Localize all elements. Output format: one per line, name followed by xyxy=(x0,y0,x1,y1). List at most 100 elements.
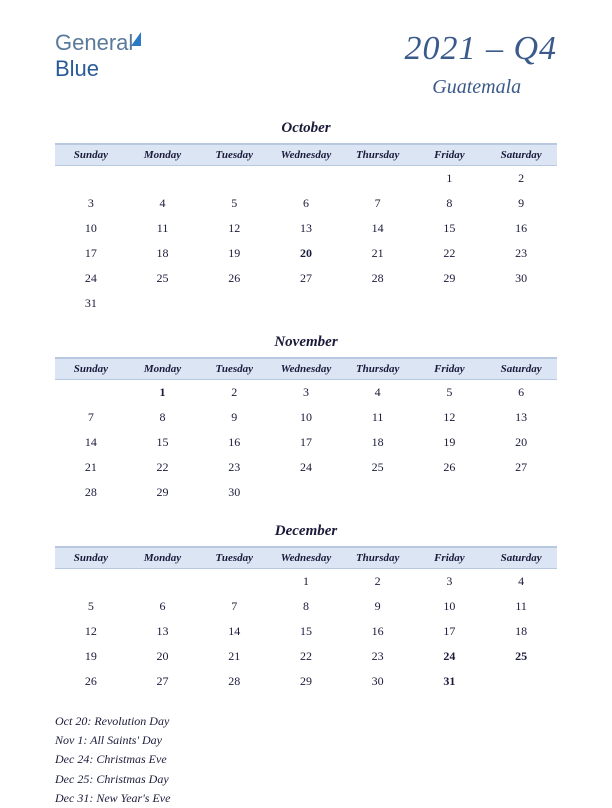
day-cell: 5 xyxy=(198,191,270,216)
day-cell xyxy=(342,291,414,316)
logo-shape-icon xyxy=(131,32,141,46)
day-cell: 24 xyxy=(270,455,342,480)
table-row: 567891011 xyxy=(55,594,557,619)
table-row: 1234 xyxy=(55,569,557,595)
day-cell: 14 xyxy=(342,216,414,241)
day-cell: 15 xyxy=(414,216,486,241)
calendar-table: SundayMondayTuesdayWednesdayThursdayFrid… xyxy=(55,546,557,694)
day-cell: 4 xyxy=(485,569,557,595)
day-header: Thursday xyxy=(342,358,414,380)
day-cell: 7 xyxy=(55,405,127,430)
calendars-container: October SundayMondayTuesdayWednesdayThurs… xyxy=(55,120,557,694)
day-cell: 31 xyxy=(414,669,486,694)
day-cell: 11 xyxy=(127,216,199,241)
holiday-note: Nov 1: All Saints' Day xyxy=(55,731,557,750)
table-row: 123456 xyxy=(55,380,557,406)
country-name: Guatemala xyxy=(404,76,549,99)
day-cell: 22 xyxy=(414,241,486,266)
day-cell: 3 xyxy=(414,569,486,595)
day-cell: 12 xyxy=(55,619,127,644)
day-cell xyxy=(55,166,127,192)
day-cell: 27 xyxy=(127,669,199,694)
day-cell: 21 xyxy=(55,455,127,480)
day-header: Monday xyxy=(127,547,199,569)
day-cell: 25 xyxy=(485,644,557,669)
day-cell: 2 xyxy=(485,166,557,192)
day-cell: 27 xyxy=(485,455,557,480)
day-cell xyxy=(198,569,270,595)
day-cell: 22 xyxy=(270,644,342,669)
day-cell xyxy=(127,569,199,595)
day-header: Monday xyxy=(127,144,199,166)
day-cell: 16 xyxy=(485,216,557,241)
day-cell: 17 xyxy=(55,241,127,266)
day-cell: 10 xyxy=(270,405,342,430)
day-cell: 24 xyxy=(414,644,486,669)
day-cell: 1 xyxy=(127,380,199,406)
day-cell: 14 xyxy=(55,430,127,455)
day-header: Sunday xyxy=(55,358,127,380)
calendar-table: SundayMondayTuesdayWednesdayThursdayFrid… xyxy=(55,357,557,505)
day-header: Saturday xyxy=(485,547,557,569)
holiday-note: Dec 25: Christmas Day xyxy=(55,770,557,789)
logo-part1: General xyxy=(55,30,133,55)
day-cell: 26 xyxy=(414,455,486,480)
day-cell: 13 xyxy=(485,405,557,430)
day-cell: 10 xyxy=(55,216,127,241)
day-cell: 9 xyxy=(198,405,270,430)
day-cell xyxy=(198,166,270,192)
day-header: Saturday xyxy=(485,144,557,166)
day-cell: 26 xyxy=(55,669,127,694)
day-cell: 26 xyxy=(198,266,270,291)
day-cell: 18 xyxy=(485,619,557,644)
day-header: Wednesday xyxy=(270,547,342,569)
quarter-title: 2021 – Q4 xyxy=(404,30,557,68)
day-cell: 15 xyxy=(127,430,199,455)
table-row: 10111213141516 xyxy=(55,216,557,241)
day-cell: 17 xyxy=(270,430,342,455)
month-name: October xyxy=(55,120,557,137)
day-cell: 2 xyxy=(342,569,414,595)
day-cell: 3 xyxy=(270,380,342,406)
day-cell: 15 xyxy=(270,619,342,644)
day-cell: 5 xyxy=(414,380,486,406)
day-cell xyxy=(342,480,414,505)
day-header: Sunday xyxy=(55,547,127,569)
day-cell: 21 xyxy=(198,644,270,669)
day-cell: 18 xyxy=(127,241,199,266)
day-cell: 11 xyxy=(342,405,414,430)
table-row: 21222324252627 xyxy=(55,455,557,480)
day-cell: 6 xyxy=(127,594,199,619)
day-cell: 20 xyxy=(485,430,557,455)
holiday-note: Oct 20: Revolution Day xyxy=(55,712,557,731)
day-cell: 10 xyxy=(414,594,486,619)
day-cell: 29 xyxy=(127,480,199,505)
day-cell: 20 xyxy=(127,644,199,669)
day-cell: 17 xyxy=(414,619,486,644)
day-cell: 9 xyxy=(485,191,557,216)
day-header: Thursday xyxy=(342,547,414,569)
table-row: 282930 xyxy=(55,480,557,505)
table-row: 78910111213 xyxy=(55,405,557,430)
day-cell: 27 xyxy=(270,266,342,291)
day-cell: 28 xyxy=(342,266,414,291)
day-cell: 23 xyxy=(342,644,414,669)
holiday-note: Dec 24: Christmas Eve xyxy=(55,750,557,769)
table-row: 31 xyxy=(55,291,557,316)
table-row: 19202122232425 xyxy=(55,644,557,669)
table-row: 17181920212223 xyxy=(55,241,557,266)
day-cell: 16 xyxy=(342,619,414,644)
day-cell: 29 xyxy=(414,266,486,291)
calendar-table: SundayMondayTuesdayWednesdayThursdayFrid… xyxy=(55,143,557,316)
day-cell: 7 xyxy=(198,594,270,619)
day-cell: 6 xyxy=(270,191,342,216)
day-cell: 18 xyxy=(342,430,414,455)
month-name: December xyxy=(55,523,557,540)
month-block: October SundayMondayTuesdayWednesdayThurs… xyxy=(55,120,557,316)
day-cell: 25 xyxy=(127,266,199,291)
day-cell xyxy=(485,669,557,694)
day-cell: 30 xyxy=(198,480,270,505)
day-cell: 2 xyxy=(198,380,270,406)
day-cell: 16 xyxy=(198,430,270,455)
day-header: Saturday xyxy=(485,358,557,380)
